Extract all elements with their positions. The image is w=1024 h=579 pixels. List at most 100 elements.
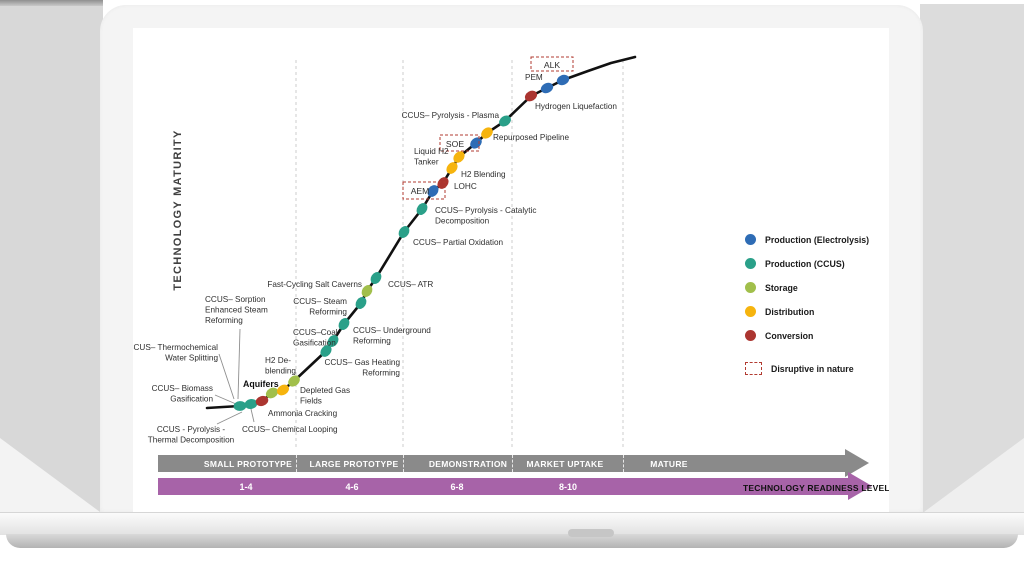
label-leader-line bbox=[216, 411, 243, 425]
stage-divider bbox=[296, 455, 297, 472]
legend-label: Production (CCUS) bbox=[765, 258, 845, 269]
legend-dot-storage-icon bbox=[745, 282, 756, 293]
legend-label: Production (Electrolysis) bbox=[765, 234, 870, 245]
tech-dot bbox=[416, 203, 428, 215]
trl-range-8-10: 8-10 bbox=[558, 482, 578, 492]
tech-dot bbox=[556, 74, 570, 86]
tech-label: SOE bbox=[446, 139, 464, 149]
legend: Production (Electrolysis) Production (CC… bbox=[745, 234, 889, 375]
tech-dot bbox=[265, 387, 279, 399]
stage-label-market-uptake: MARKET UPTAKE bbox=[526, 459, 604, 469]
stage-divider bbox=[512, 455, 513, 472]
tech-label: Repurposed Pipeline bbox=[493, 133, 569, 142]
tech-label: CCUS - Pyrolysis -Thermal Decomposition bbox=[148, 425, 235, 445]
tech-label: CCUS– Chemical Looping bbox=[242, 425, 338, 434]
tech-label: Liquid H2 Tanker bbox=[414, 147, 449, 167]
legend-item: Production (CCUS) bbox=[745, 258, 889, 269]
dashed-box-icon bbox=[745, 362, 762, 375]
tech-label: CCUS– Steam Reforming bbox=[293, 297, 347, 317]
tech-dot bbox=[361, 284, 373, 298]
legend-dot-conversion-icon bbox=[745, 330, 756, 341]
stage-label-small-prototype: SMALL PROTOTYPE bbox=[203, 459, 293, 469]
tech-dot bbox=[446, 162, 458, 174]
tech-dot bbox=[355, 297, 367, 309]
trl-axis-bar bbox=[158, 478, 848, 495]
stage-label-demonstration: DEMONSTRATION bbox=[428, 459, 508, 469]
stage-label-mature: MATURE bbox=[650, 459, 688, 469]
legend-label: Storage bbox=[765, 282, 798, 293]
stage-divider bbox=[623, 455, 624, 472]
legend-item: Storage bbox=[745, 282, 889, 293]
trl-range-1-4: 1-4 bbox=[239, 482, 253, 492]
legend-label: Distribution bbox=[765, 306, 815, 317]
tech-dot bbox=[320, 345, 332, 357]
tech-label: H2 De-blending bbox=[265, 356, 296, 376]
maturity-curve-chart: AEM SOE ALK CCUS– Sorption Enhanced Steam Ref… bbox=[133, 55, 637, 450]
disruptive-box bbox=[439, 134, 480, 152]
tech-label: LOHC bbox=[454, 182, 477, 191]
label-leader-line bbox=[250, 408, 255, 423]
legend-dot-ccus-icon bbox=[745, 258, 756, 269]
tech-label: Fast-Cycling Salt Caverns bbox=[267, 280, 362, 289]
tech-dot bbox=[427, 185, 439, 197]
tech-label: CCUS– Sorption Enhanced Steam Reforming bbox=[205, 295, 268, 325]
disruptive-box bbox=[530, 56, 574, 72]
tech-label: CCUS–Coal Gasification bbox=[293, 328, 338, 348]
tech-dot bbox=[327, 335, 339, 347]
chart-screen: AEM SOE ALK CCUS– Sorption Enhanced Steam Ref… bbox=[133, 28, 889, 512]
label-leader-line bbox=[214, 394, 237, 405]
tech-dot bbox=[288, 375, 300, 387]
tech-label: CCUS– Pyrolysis - Plasma bbox=[402, 111, 500, 120]
tech-label: Ammonia Cracking bbox=[268, 409, 338, 418]
tech-label: CCUS– Thermochemical Water Splitting bbox=[133, 343, 218, 363]
laptop-base-bottom-edge bbox=[6, 534, 1018, 548]
tech-label: PEM bbox=[525, 73, 543, 82]
tech-dot bbox=[481, 127, 493, 139]
tech-label: CCUS– Underground Reforming bbox=[353, 326, 431, 346]
legend-disruptive-item: Disruptive in nature bbox=[745, 362, 889, 375]
tech-dot bbox=[370, 271, 382, 285]
tech-label: Hydrogen Liquefaction bbox=[535, 102, 617, 111]
tech-label: CCUS– Biomass Gasification bbox=[152, 384, 214, 404]
tech-dot bbox=[540, 82, 554, 94]
stage-axis-bar bbox=[158, 455, 845, 472]
tech-dot bbox=[398, 226, 410, 238]
legend-item: Production (Electrolysis) bbox=[745, 234, 889, 245]
laptop-base-right-corner bbox=[924, 438, 1024, 512]
label-leader-line bbox=[237, 328, 241, 400]
tech-label: AEM bbox=[411, 186, 430, 196]
tech-label: Depleted Gas Fields bbox=[300, 386, 350, 406]
tech-label: ALK bbox=[544, 60, 561, 70]
tech-dot bbox=[524, 90, 538, 102]
tech-label: H2 Blending bbox=[461, 170, 506, 179]
laptop-base-left-corner bbox=[0, 438, 100, 512]
legend-item: Distribution bbox=[745, 306, 889, 317]
tech-dot bbox=[338, 318, 350, 330]
trl-range-4-6: 4-6 bbox=[345, 482, 359, 492]
laptop-lid-top-edge bbox=[0, 0, 103, 6]
x-axis-title: TECHNOLOGY READINESS LEVEL bbox=[743, 483, 889, 493]
tech-dot bbox=[499, 115, 511, 127]
trl-range-6-8: 6-8 bbox=[450, 482, 464, 492]
stage-label-large-prototype: LARGE PROTOTYPE bbox=[309, 459, 399, 469]
tech-dot bbox=[470, 137, 482, 149]
tech-label: CCUS– Gas Heating Reforming bbox=[324, 358, 400, 378]
laptop-lid-left-side bbox=[0, 6, 103, 512]
laptop-base-notch bbox=[568, 529, 614, 537]
tech-label: CCUS– ATR bbox=[388, 280, 433, 289]
legend-dot-distribution-icon bbox=[745, 306, 756, 317]
legend-dot-electrolysis-icon bbox=[745, 234, 756, 245]
legend-disruptive-label: Disruptive in nature bbox=[771, 363, 854, 374]
tech-dot bbox=[255, 395, 269, 407]
tech-label: Aquifers bbox=[243, 379, 279, 389]
tech-dot bbox=[244, 399, 258, 409]
tech-dot bbox=[276, 384, 290, 396]
disruptive-box bbox=[402, 181, 446, 200]
tech-dot bbox=[233, 401, 247, 411]
y-axis-title: TECHNOLOGY MATURITY bbox=[172, 129, 184, 291]
label-leader-line bbox=[218, 353, 235, 400]
legend-item: Conversion bbox=[745, 330, 889, 341]
tech-label: CCUS– Pyrolysis - Catalytic Decomposition bbox=[435, 206, 536, 226]
tech-dot bbox=[453, 151, 465, 163]
